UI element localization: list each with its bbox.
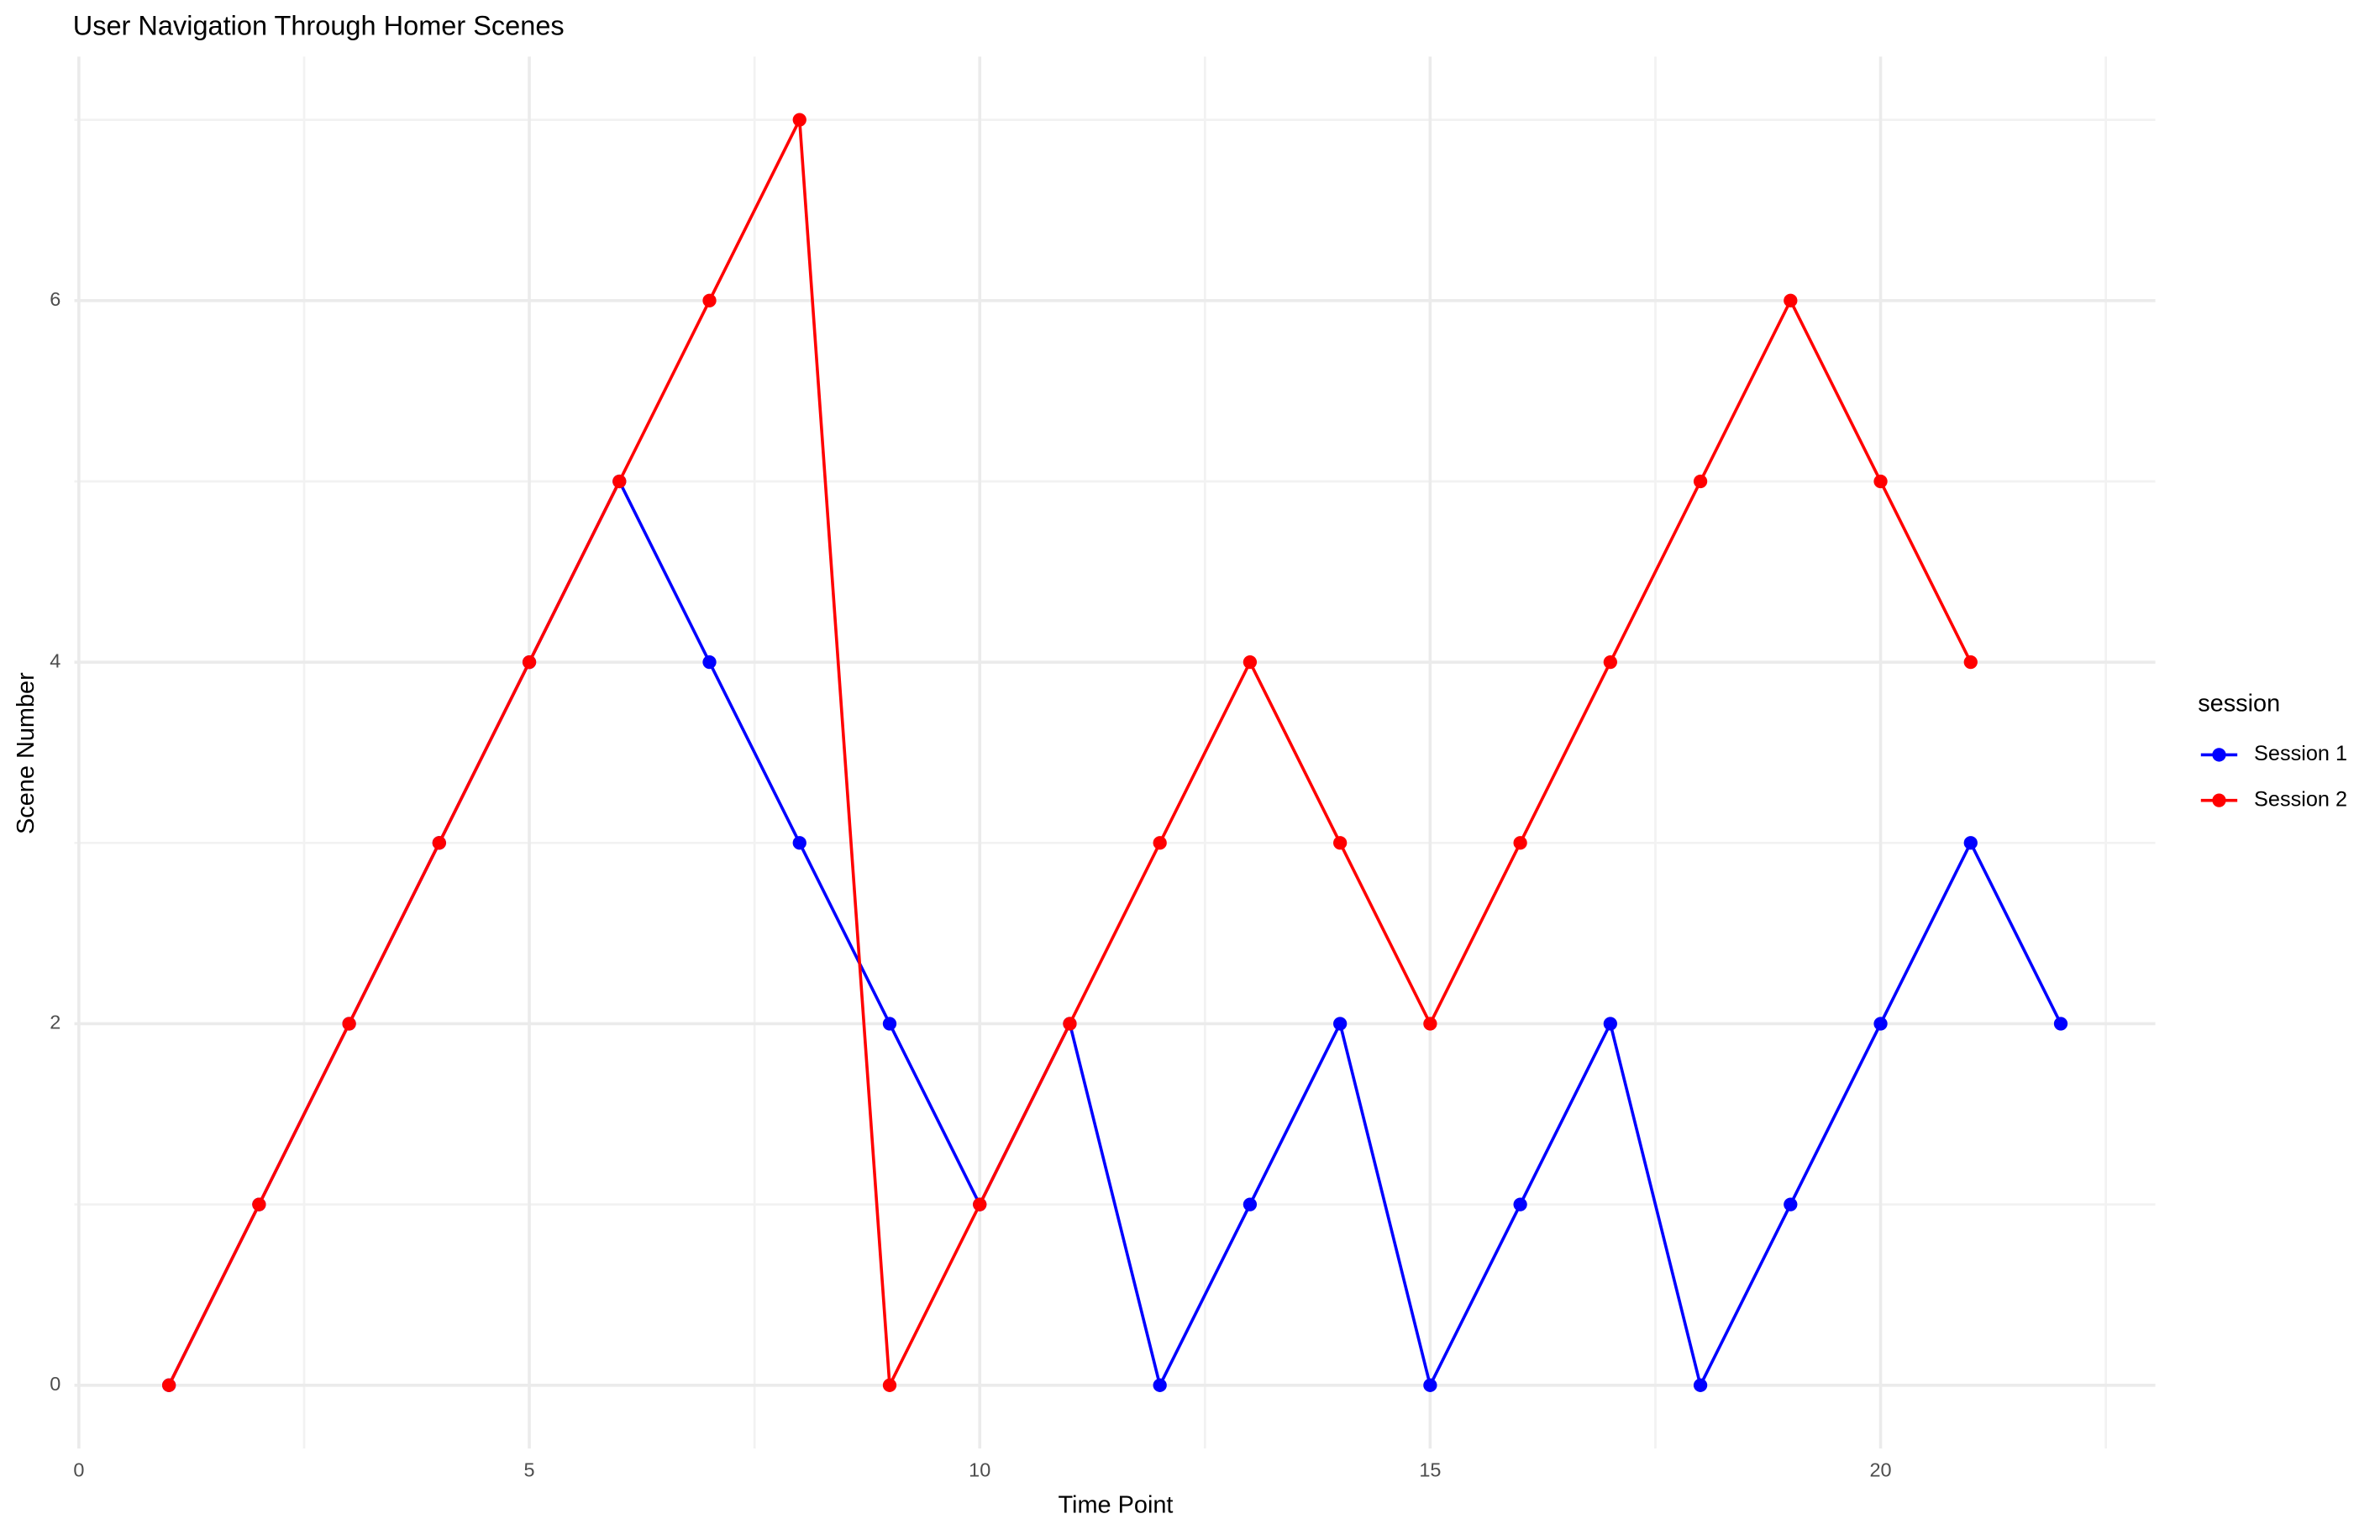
grid <box>74 56 2156 1449</box>
data-point <box>792 836 806 850</box>
data-point <box>1784 1197 1798 1212</box>
data-point <box>1243 655 1258 670</box>
data-point <box>1153 836 1167 850</box>
legend-label: Session 1 <box>2254 742 2347 765</box>
data-point <box>1693 474 1708 489</box>
legend-marker <box>2212 748 2226 762</box>
data-point <box>612 474 627 489</box>
legend-marker <box>2212 793 2226 807</box>
data-point <box>1333 836 1348 850</box>
x-tick-label: 20 <box>1869 1459 1891 1480</box>
data-point <box>702 293 717 307</box>
data-point <box>1333 1017 1348 1031</box>
y-tick-label: 6 <box>50 288 60 310</box>
data-point <box>1513 1197 1527 1212</box>
chart-title: User Navigation Through Homer Scenes <box>73 11 565 41</box>
data-point <box>342 1017 356 1031</box>
x-axis-label: Time Point <box>1058 1491 1173 1518</box>
legend-label: Session 2 <box>2254 787 2347 811</box>
data-point <box>522 655 537 670</box>
data-point <box>1603 1017 1617 1031</box>
data-point <box>1423 1378 1437 1392</box>
data-point <box>882 1017 897 1031</box>
data-point <box>1153 1378 1167 1392</box>
x-tick-label: 0 <box>73 1459 84 1480</box>
data-point <box>252 1197 266 1212</box>
y-axis-label: Scene Number <box>13 672 39 834</box>
data-point <box>702 655 717 670</box>
plot <box>161 113 2068 1392</box>
data-point <box>1243 1197 1258 1212</box>
data-point <box>161 1378 176 1392</box>
y-tick-label: 0 <box>50 1373 60 1395</box>
x-tick-label: 15 <box>1419 1459 1441 1480</box>
data-point <box>432 836 446 850</box>
data-point <box>1963 655 1978 670</box>
data-point <box>1423 1017 1437 1031</box>
y-tick-label: 4 <box>50 649 60 671</box>
x-tick-label: 10 <box>969 1459 990 1480</box>
x-tick-label: 5 <box>524 1459 535 1480</box>
data-point <box>1513 836 1527 850</box>
data-point <box>1693 1378 1708 1392</box>
data-point <box>1063 1017 1077 1031</box>
data-point <box>1873 1017 1888 1031</box>
data-point <box>792 113 806 127</box>
data-point <box>1963 836 1978 850</box>
data-point <box>973 1197 987 1212</box>
y-tick-label: 2 <box>50 1012 60 1033</box>
data-point <box>1784 293 1798 307</box>
legend-title: session <box>2198 690 2280 717</box>
data-point <box>2053 1017 2068 1031</box>
data-point <box>1873 474 1888 489</box>
data-point <box>882 1378 897 1392</box>
data-point <box>1603 655 1617 670</box>
